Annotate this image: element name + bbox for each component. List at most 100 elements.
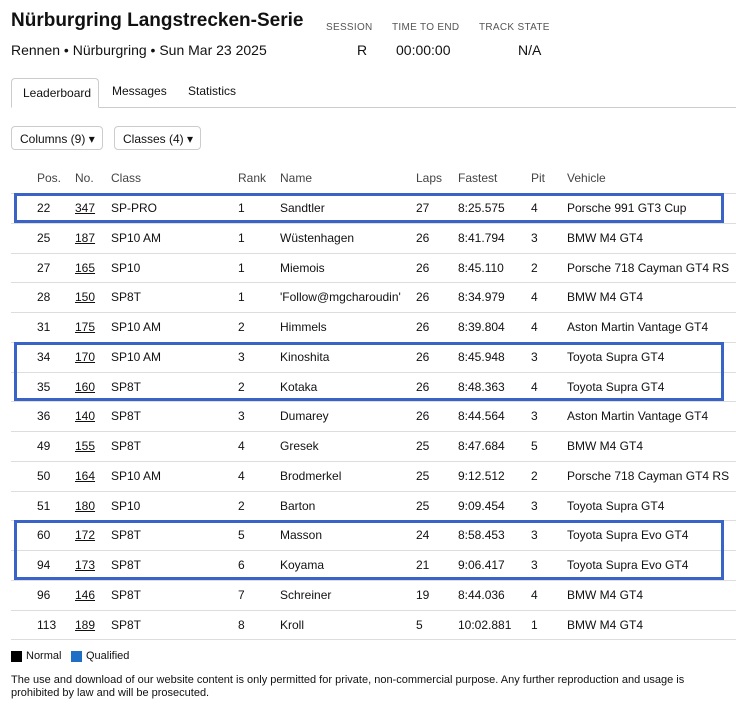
table-cell: BMW M4 GT4 — [567, 230, 644, 245]
table-cell: 27 — [37, 260, 51, 275]
row-separator — [11, 579, 736, 581]
table-cell: 8:44.564 — [458, 409, 505, 424]
highlight-box — [14, 341, 724, 402]
table-cell[interactable]: 146 — [75, 587, 96, 602]
table-cell: 1 — [238, 201, 245, 215]
table-cell: SP8T — [111, 439, 142, 453]
table-cell: 26 — [416, 230, 430, 245]
table-cell: Toyota Supra GT4 — [567, 379, 665, 394]
table-cell: 8:25.575 — [458, 201, 505, 215]
table-cell[interactable]: 160 — [75, 379, 96, 394]
table-cell[interactable]: 180 — [75, 498, 96, 513]
table-cell: 26 — [416, 290, 430, 305]
table-cell: Himmels — [280, 320, 327, 334]
table-cell: 8:34.979 — [458, 290, 505, 305]
table-cell: 4 — [531, 201, 538, 215]
table-cell: Kinoshita — [280, 349, 330, 364]
table-cell[interactable]: 140 — [75, 409, 96, 424]
column-header: Pit — [531, 171, 546, 185]
table-cell[interactable]: 187 — [75, 230, 96, 245]
active-tab[interactable] — [11, 78, 99, 108]
table-cell: 9:06.417 — [458, 558, 505, 572]
table-cell[interactable]: 189 — [75, 617, 96, 632]
column-header: Name — [280, 171, 313, 185]
table-cell: 60 — [37, 528, 51, 543]
table-cell: Toyota Supra Evo GT4 — [567, 528, 689, 543]
table-cell[interactable]: 175 — [75, 320, 96, 334]
table-cell: 36 — [37, 409, 51, 424]
table-cell: 3 — [531, 409, 538, 424]
legend-swatch — [11, 651, 22, 662]
table-cell: 2 — [531, 468, 538, 483]
table-cell: 113 — [37, 617, 57, 632]
row-separator — [11, 401, 736, 403]
table-cell[interactable]: 150 — [75, 290, 96, 305]
table-cell: SP10 AM — [111, 349, 162, 364]
tab[interactable]: Messages — [112, 84, 167, 98]
table-cell: 49 — [37, 439, 51, 453]
column-header: Pos. — [37, 171, 62, 185]
table-cell[interactable]: 347 — [75, 201, 96, 215]
stat-label: TIME TO END — [392, 22, 460, 33]
table-cell: 25 — [416, 439, 430, 453]
table-cell: 8:58.453 — [458, 528, 505, 543]
highlight-box — [14, 193, 724, 223]
table-cell: 28 — [37, 290, 51, 305]
table-cell: SP-PRO — [111, 201, 158, 215]
table-cell: SP10 AM — [111, 320, 162, 334]
table-cell[interactable]: 170 — [75, 349, 96, 364]
row-separator — [11, 312, 736, 314]
table-cell: 8:48.363 — [458, 379, 505, 394]
table-cell: Gresek — [280, 439, 319, 453]
table-cell: 10:02.881 — [458, 617, 512, 632]
table-cell: 35 — [37, 379, 51, 394]
table-cell: Toyota Supra GT4 — [567, 498, 665, 513]
table-cell: 4 — [531, 379, 538, 394]
row-separator — [11, 371, 736, 373]
stat-label: SESSION — [326, 22, 373, 33]
table-cell[interactable]: 155 — [75, 439, 96, 453]
dropdown[interactable]: Columns (9) ▾ — [11, 126, 103, 150]
table-cell: 8:41.794 — [458, 230, 505, 245]
column-header: Laps — [416, 171, 443, 185]
column-header: Vehicle — [567, 171, 606, 185]
table-cell: 3 — [238, 349, 245, 364]
row-separator — [11, 490, 736, 492]
column-header: Fastest — [458, 171, 498, 185]
dropdown[interactable]: Classes (4) ▾ — [114, 126, 201, 150]
table-cell: Kotaka — [280, 379, 318, 394]
row-separator — [11, 222, 736, 224]
table-cell: 5 — [238, 528, 245, 543]
table-cell[interactable]: 165 — [75, 260, 96, 275]
row-separator — [11, 550, 736, 552]
table-cell[interactable]: 173 — [75, 558, 96, 572]
table-cell: 96 — [37, 587, 51, 602]
legend-swatch — [71, 651, 82, 662]
table-cell: Toyota Supra GT4 — [567, 349, 665, 364]
table-cell: SP8T — [111, 290, 142, 305]
legend-label: Qualified — [86, 650, 130, 662]
table-cell: 31 — [37, 320, 51, 334]
table-cell: 5 — [416, 617, 423, 632]
table-cell: 27 — [416, 201, 430, 215]
table-cell: 4 — [238, 439, 245, 453]
table-cell: Brodmerkel — [280, 468, 342, 483]
tab[interactable]: Statistics — [188, 84, 237, 98]
dropdown-label: Classes (4) — [123, 132, 184, 146]
title: Nürburgring Langstrecken-Serie — [11, 10, 304, 31]
table-cell: 50 — [37, 468, 51, 483]
table-cell: 2 — [238, 498, 245, 513]
table-cell: Miemois — [280, 260, 325, 275]
row-separator — [11, 460, 736, 462]
table-cell: 19 — [416, 587, 430, 602]
table-cell[interactable]: 172 — [75, 528, 96, 543]
row-separator — [11, 252, 736, 254]
table-cell: 3 — [531, 230, 538, 245]
tab[interactable]: Leaderboard — [23, 86, 92, 100]
table-cell[interactable]: 164 — [75, 468, 96, 483]
table-cell: 1 — [531, 617, 538, 632]
table-cell: 25 — [416, 498, 430, 513]
table-cell: 94 — [37, 558, 51, 572]
table-cell: Dumarey — [280, 409, 329, 424]
table-cell: 4 — [531, 587, 538, 602]
